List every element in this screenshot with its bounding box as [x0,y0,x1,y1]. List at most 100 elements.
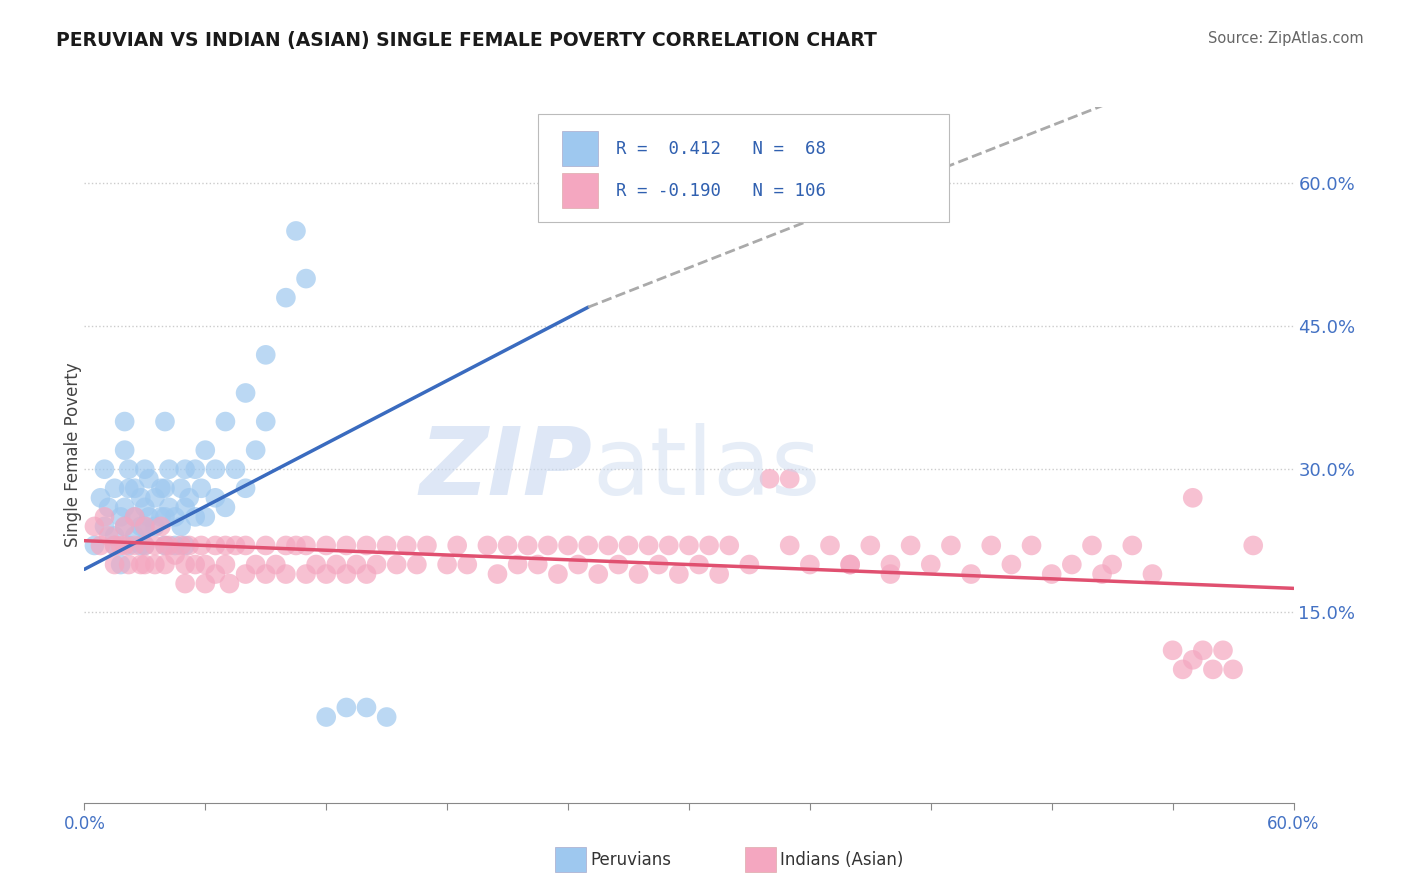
Point [758,472,780,486]
Point [214,539,236,553]
Point [83,519,105,533]
Point [138,509,160,524]
Point [118,539,141,553]
Point [110,539,132,553]
Point [598,539,620,553]
Point [446,539,468,553]
Text: R =  0.412   N =  68: R = 0.412 N = 68 [616,140,827,158]
Point [295,567,318,582]
Point [118,462,141,476]
FancyBboxPatch shape [538,114,949,222]
Point [184,462,207,476]
Point [104,558,127,572]
Point [143,558,166,572]
Point [104,539,127,553]
Point [235,481,257,495]
Point [235,386,257,401]
Point [1081,539,1104,553]
Point [93,509,115,524]
Point [859,539,882,553]
Point [134,519,156,533]
Point [114,519,136,533]
Point [335,539,357,553]
Point [960,567,983,582]
Point [416,539,439,553]
Point [356,700,378,714]
Point [456,558,478,572]
Point [839,558,862,572]
Point [1171,662,1194,676]
Point [174,576,197,591]
Point [124,529,146,543]
Text: Peruvians: Peruvians [591,851,672,869]
Point [214,500,236,515]
Point [170,481,193,495]
Point [97,529,120,543]
Point [285,224,308,238]
Point [204,462,226,476]
Bar [562,131,599,166]
Point [1181,491,1204,505]
Point [315,710,337,724]
Point [346,558,368,572]
Point [134,539,156,553]
Point [627,567,650,582]
Point [335,567,357,582]
Point [114,415,136,429]
Point [1161,643,1184,657]
Point [214,558,236,572]
Point [149,519,172,533]
Text: ZIP: ZIP [419,423,592,515]
Point [149,481,172,495]
Point [688,558,710,572]
Point [174,462,197,476]
Point [124,539,146,553]
Point [567,558,589,572]
Point [718,539,741,553]
Point [194,509,217,524]
Point [939,539,962,553]
Point [190,539,212,553]
Point [157,500,180,515]
Text: Indians (Asian): Indians (Asian) [780,851,904,869]
Point [839,558,862,572]
Point [658,539,681,553]
Point [375,710,398,724]
Point [134,539,156,553]
Point [356,567,378,582]
Text: atlas: atlas [592,423,821,515]
Point [274,539,297,553]
Text: PERUVIAN VS INDIAN (ASIAN) SINGLE FEMALE POVERTY CORRELATION CHART: PERUVIAN VS INDIAN (ASIAN) SINGLE FEMALE… [56,31,877,50]
Point [1241,539,1264,553]
Point [89,539,111,553]
Point [194,576,217,591]
Point [254,348,277,362]
Point [668,567,690,582]
Point [879,558,901,572]
Point [436,558,458,572]
Point [184,558,207,572]
Point [104,529,127,543]
Point [204,539,226,553]
Point [779,472,801,486]
Point [165,509,187,524]
Point [375,539,398,553]
Point [124,481,146,495]
Point [165,539,187,553]
Point [89,491,111,505]
Point [920,558,942,572]
Point [235,539,257,553]
Point [153,558,176,572]
Point [557,539,579,553]
Point [129,519,152,533]
Point [143,519,166,533]
Point [516,539,538,553]
Point [537,539,560,553]
Point [83,539,105,553]
Point [104,481,127,495]
Point [245,443,267,458]
Point [194,443,217,458]
Point [1091,567,1114,582]
Point [264,558,287,572]
Point [204,491,226,505]
